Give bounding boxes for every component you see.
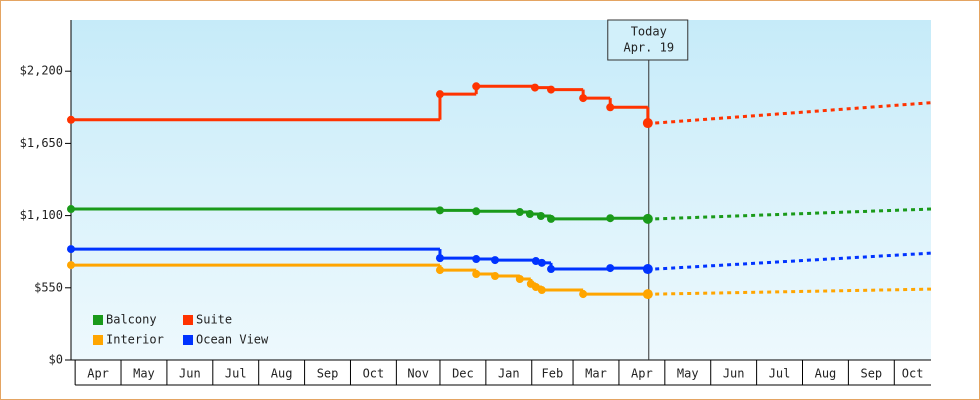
point	[67, 115, 75, 124]
x-tick-label: Oct	[902, 367, 924, 381]
x-tick-label: Aug	[271, 367, 293, 381]
point	[67, 261, 75, 270]
point	[537, 258, 546, 267]
legend-label: Suite	[196, 313, 232, 327]
point	[435, 90, 444, 99]
x-tick-label: May	[677, 367, 699, 381]
point	[547, 85, 556, 94]
today-label: Apr. 19	[623, 41, 674, 55]
x-tick-label: May	[133, 367, 155, 381]
point	[67, 245, 75, 254]
point	[472, 207, 481, 216]
point	[579, 94, 588, 103]
x-tick-label: Nov	[407, 367, 429, 381]
today-label: Today	[631, 25, 667, 39]
point	[606, 264, 615, 273]
point	[472, 255, 481, 264]
point	[579, 290, 588, 299]
x-tick-label: Feb	[542, 367, 564, 381]
point	[547, 214, 556, 223]
forecast-line	[655, 287, 932, 296]
point	[536, 211, 545, 220]
point	[435, 206, 444, 215]
x-tick-label: Jul	[769, 367, 791, 381]
x-tick-label: Mar	[585, 367, 607, 381]
x-tick-label: Aug	[815, 367, 837, 381]
point	[472, 270, 481, 279]
point	[435, 266, 444, 275]
y-tick-label: $1,100	[20, 208, 63, 222]
legend-swatch	[183, 315, 193, 325]
legend-swatch	[93, 315, 103, 325]
x-tick-label: Jan	[498, 367, 520, 381]
point	[525, 210, 534, 219]
forecast-line	[655, 101, 932, 125]
point	[537, 286, 546, 295]
x-tick-label: Jun	[723, 367, 745, 381]
point	[67, 205, 75, 214]
point	[606, 103, 615, 112]
legend-label: Balcony	[106, 313, 157, 327]
point	[515, 208, 524, 217]
point	[642, 264, 653, 275]
legend-label: Interior	[106, 333, 164, 347]
point	[491, 256, 500, 265]
x-tick-label: Oct	[363, 367, 385, 381]
x-tick-label: Apr	[87, 367, 109, 381]
x-tick-label: Dec	[452, 367, 474, 381]
point	[642, 289, 653, 300]
legend-label: Ocean View	[196, 333, 269, 347]
legend-swatch	[93, 335, 103, 345]
point	[530, 83, 539, 92]
y-tick-label: $1,650	[20, 136, 63, 150]
y-tick-label: $550	[34, 280, 63, 294]
point	[606, 214, 615, 223]
plot-area	[71, 20, 931, 360]
forecast-line	[655, 207, 932, 221]
y-tick-label: $2,200	[20, 64, 63, 78]
point	[642, 213, 653, 224]
x-tick-label: Sep	[860, 367, 882, 381]
x-tick-label: Apr	[631, 367, 653, 381]
legend-swatch	[183, 335, 193, 345]
x-tick-label: Jul	[225, 367, 247, 381]
x-tick-label: Jun	[179, 367, 201, 381]
today-box	[607, 19, 689, 61]
x-tick-label: Sep	[317, 367, 339, 381]
point	[435, 254, 444, 263]
point	[531, 283, 540, 292]
forecast-line	[655, 251, 932, 271]
y-tick-label: $0	[49, 353, 63, 367]
point	[472, 82, 481, 91]
point	[547, 265, 556, 274]
point	[642, 118, 653, 129]
point	[515, 275, 524, 284]
point	[491, 271, 500, 280]
